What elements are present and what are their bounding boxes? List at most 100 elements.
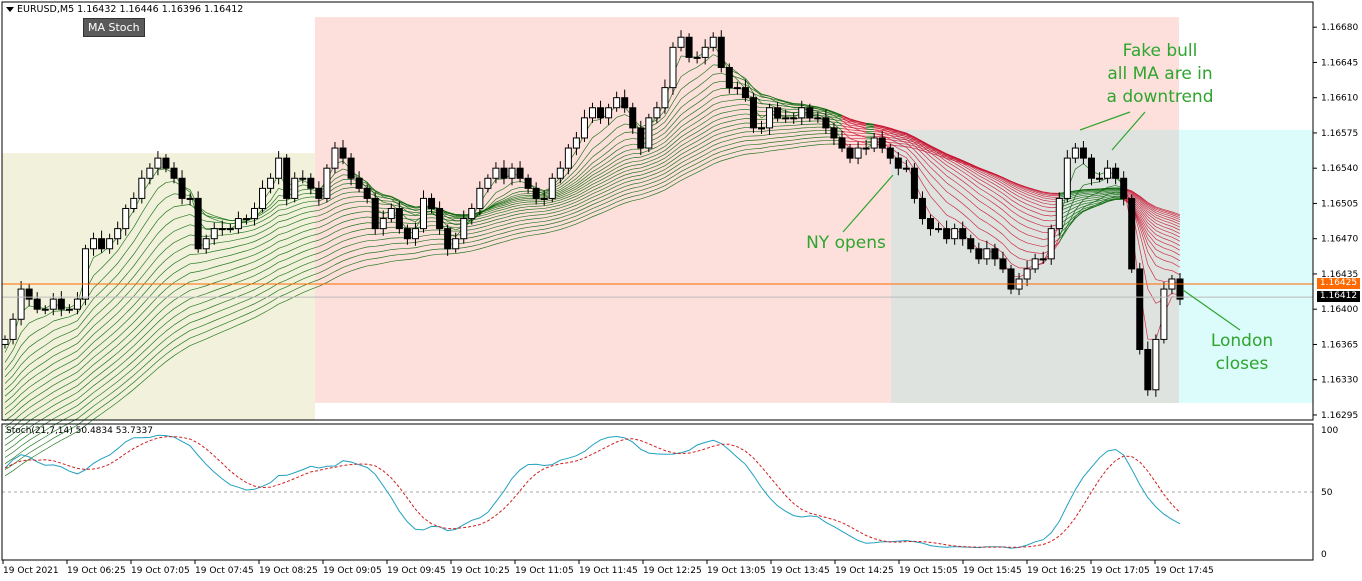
ma-segment (1035, 211, 1044, 216)
candle (902, 160, 910, 173)
dropdown-triangle-icon[interactable] (6, 7, 14, 12)
stoch-header: Stoch(21,7,14) 50.4834 53.7337 (6, 426, 153, 436)
ma-segment (938, 192, 947, 203)
ma-segment (1147, 207, 1157, 214)
ma-segment (946, 175, 955, 182)
ma-segment (1163, 226, 1173, 231)
ma-segment (334, 193, 344, 198)
ma-segment (576, 183, 585, 190)
ma-segment (769, 149, 778, 152)
ma-segment (431, 253, 440, 256)
ma-segment (600, 193, 609, 198)
ma-segment (970, 167, 979, 174)
ma-segment (664, 143, 674, 151)
ma-segment (696, 116, 706, 123)
ma-segment (568, 188, 577, 194)
ma-segment (898, 136, 907, 139)
ma-segment (294, 202, 303, 207)
ma-segment (254, 278, 263, 284)
ma-segment (133, 276, 143, 287)
ma-segment (45, 355, 54, 362)
ma-segment (399, 205, 408, 209)
ma-segment (600, 165, 609, 171)
ma-segment (1002, 217, 1012, 226)
ma-segment (61, 369, 70, 375)
ma-segment (503, 196, 513, 201)
ma-segment (753, 87, 762, 95)
candle-body (339, 147, 347, 159)
ma-segment (53, 427, 62, 433)
ma-segment (568, 174, 577, 182)
ma-segment (721, 153, 730, 157)
ma-segment (157, 314, 167, 323)
ma-segment (125, 241, 135, 253)
ma-segment (1010, 233, 1020, 240)
ma-segment (109, 329, 118, 337)
candle-body (363, 187, 371, 199)
ma-segment (53, 380, 62, 386)
candle (741, 79, 749, 102)
ma-segment (914, 140, 923, 145)
ma-segment (624, 165, 633, 169)
candle-body (540, 197, 548, 200)
ma-segment (4, 375, 14, 384)
ma-segment (753, 93, 762, 104)
ma-segment (544, 206, 553, 209)
symbol-header[interactable]: EURUSD,M5 1.16432 1.16446 1.16396 1.1641… (6, 4, 243, 15)
ma-segment (374, 195, 384, 203)
ma-segment (898, 134, 907, 137)
ma-segment (648, 165, 658, 170)
ma-segment (1163, 238, 1173, 242)
ma-segment (1163, 223, 1173, 227)
candle-body (1039, 258, 1047, 261)
ma-segment (375, 262, 384, 266)
candle (122, 204, 130, 236)
ma-segment (149, 188, 159, 201)
ma-segment (262, 273, 271, 279)
ma-segment (278, 252, 287, 256)
ma-segment (898, 138, 907, 141)
ma-segment (85, 298, 94, 310)
ma-segment (109, 367, 118, 374)
ma-segment (914, 155, 923, 166)
candle (267, 173, 275, 194)
ma-segment (359, 211, 368, 213)
ma-segment (310, 215, 319, 218)
ma-segment (366, 183, 376, 191)
ma-segment (1099, 198, 1108, 202)
candle-body (1120, 177, 1128, 199)
ma-segment (1067, 217, 1076, 227)
ma-segment (37, 376, 46, 383)
ma-segment (109, 359, 118, 367)
ma-segment (294, 219, 303, 223)
ma-segment (117, 329, 126, 338)
ma-segment (721, 100, 730, 103)
ma-segment (576, 174, 585, 182)
ma-segment (61, 332, 70, 337)
ma-segment (841, 115, 851, 120)
ma-segment (109, 381, 118, 388)
ma-segment (399, 200, 408, 205)
ma-segment (37, 403, 46, 410)
candle-body (65, 308, 73, 311)
candle-body (1104, 167, 1112, 179)
ma-segment (165, 252, 175, 261)
ma-segment (898, 131, 907, 135)
ma-segment (85, 334, 94, 343)
ma-segment (270, 303, 279, 310)
ma-segment (165, 324, 175, 332)
candle (564, 144, 572, 175)
ma-segment (600, 161, 609, 168)
ma-segment (399, 204, 408, 213)
candle-body (355, 177, 363, 189)
ma-segment (1035, 191, 1044, 195)
ma-stoch-button[interactable]: MA Stoch (83, 18, 145, 37)
ma-segment (962, 163, 971, 169)
ma-segment (77, 392, 86, 400)
ma-segment (882, 130, 891, 133)
ma-segment (141, 255, 151, 267)
ma-segment (858, 124, 867, 127)
ma-segment (69, 378, 78, 384)
